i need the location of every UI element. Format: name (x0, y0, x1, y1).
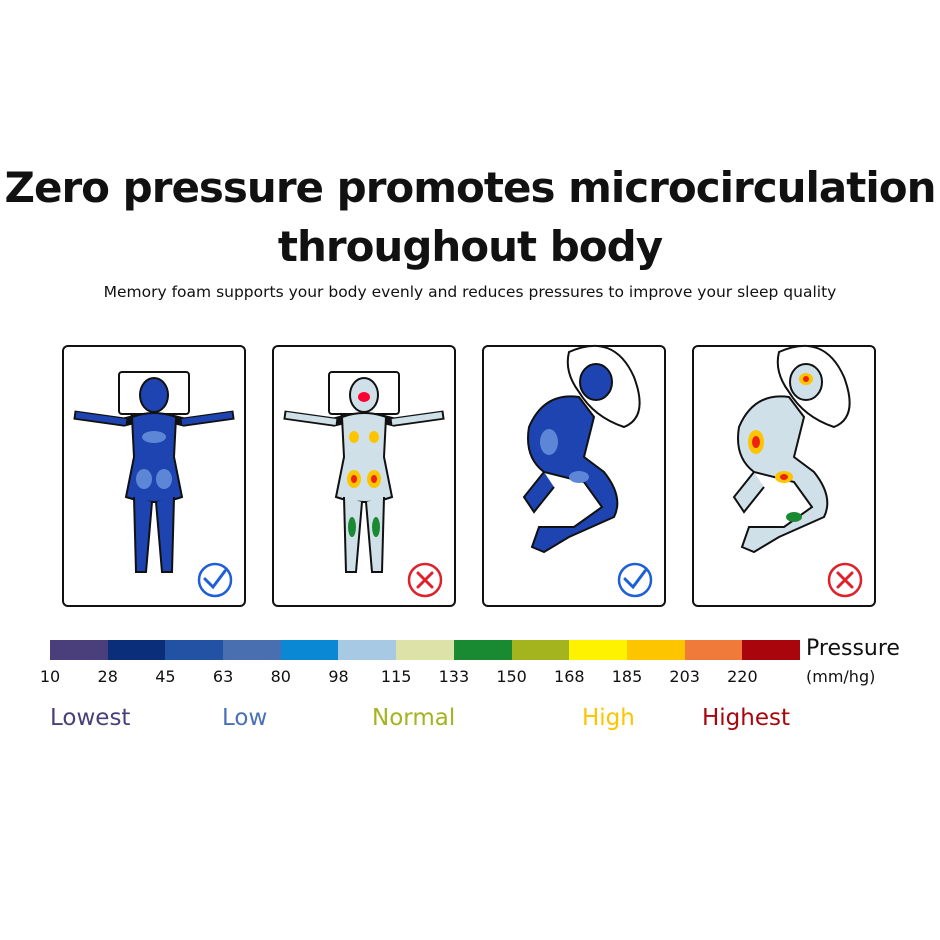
scale-segment (453, 640, 512, 660)
level-label: Low (222, 705, 268, 731)
scale-segment (280, 640, 339, 660)
body-pressure-figure (522, 344, 641, 554)
scale-tick: 80 (270, 667, 291, 686)
pressure-map-panel (62, 345, 246, 607)
pressure-map-panel (692, 344, 876, 607)
title-line-2: throughout body (277, 222, 663, 271)
pressure-color-scale (50, 640, 800, 660)
x-circle-icon (827, 562, 863, 598)
scale-tick: 168 (554, 667, 585, 686)
subtitle: Memory foam supports your body evenly an… (103, 283, 837, 301)
scale-tick: 63 (212, 667, 234, 686)
scale-tick: 45 (155, 667, 176, 686)
level-label: Highest (702, 705, 791, 731)
check-circle-icon (617, 562, 653, 598)
scale-segment (165, 640, 224, 660)
scale-segment (742, 640, 800, 660)
scale-segment (107, 640, 166, 660)
scale-tick: 115 (380, 667, 412, 686)
body-pressure-figure (732, 344, 851, 554)
title-line-1: Zero pressure promotes microcirculation (4, 163, 937, 212)
scale-tick: 150 (496, 667, 527, 686)
scale-tick: 10 (39, 667, 61, 686)
x-circle-icon (407, 562, 443, 598)
legend-title: Pressure (806, 636, 900, 661)
scale-segment (396, 640, 454, 660)
body-pressure-figure (73, 371, 235, 573)
scale-segment (511, 640, 570, 660)
scale-segment (569, 640, 627, 660)
level-label: High (582, 705, 635, 731)
scale-tick: 133 (438, 667, 470, 686)
check-circle-icon (197, 562, 233, 598)
scale-segment (626, 640, 685, 660)
scale-tick: 28 (97, 667, 118, 686)
scale-segment (338, 640, 397, 660)
pressure-map-panel (272, 345, 456, 607)
scale-segment (684, 640, 743, 660)
scale-segment (50, 640, 108, 660)
scale-tick: 220 (727, 667, 758, 686)
scale-tick: 98 (328, 667, 349, 686)
scale-segment (223, 640, 281, 660)
level-label: Lowest (50, 705, 131, 731)
legend-unit: (mm/hg) (806, 667, 876, 686)
pressure-map-panel (482, 344, 666, 607)
body-pressure-figure (283, 371, 445, 573)
scale-tick: 203 (669, 667, 700, 686)
scale-tick: 185 (611, 667, 643, 686)
level-label: Normal (372, 705, 456, 731)
